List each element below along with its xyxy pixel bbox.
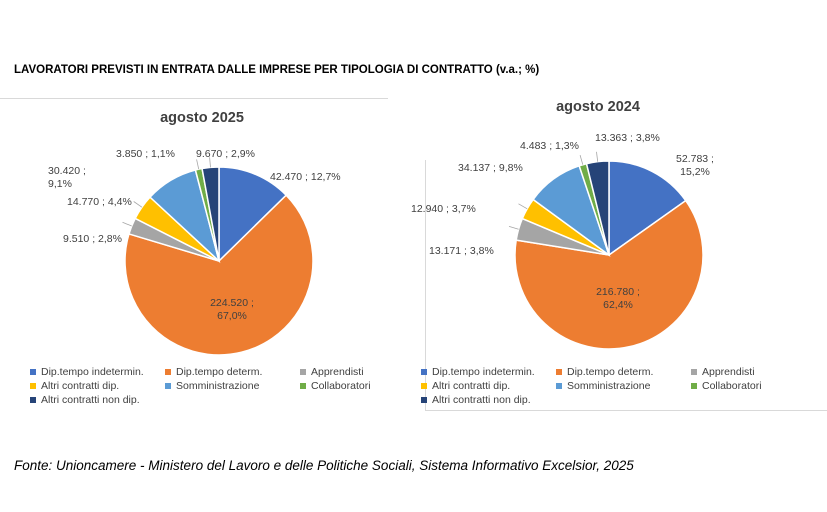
legend-label: Dip.tempo determ. <box>176 366 263 378</box>
legend-label: Apprendisti <box>311 366 364 378</box>
data-label-0-5: 3.850 ; 1,1% <box>116 148 175 160</box>
legend-swatch <box>300 383 306 389</box>
legend-item-0-6: Altri contratti non dip. <box>30 394 140 406</box>
legend-swatch <box>30 383 36 389</box>
legend-swatch <box>165 383 171 389</box>
legend-swatch <box>556 369 562 375</box>
leader-line-0-6 <box>209 157 211 168</box>
legend-label: Altri contratti dip. <box>41 380 120 392</box>
legend-item-0-3: Altri contratti dip. <box>30 380 119 392</box>
legend-swatch <box>300 369 306 375</box>
leader-line-1-5 <box>579 154 584 165</box>
pie-slice-0-1 <box>124 194 314 356</box>
legend-label: Somministrazione <box>176 380 260 392</box>
legend-item-1-4: Somministrazione <box>556 380 650 392</box>
legend-swatch <box>421 369 427 375</box>
legend-item-0-0: Dip.tempo indetermin. <box>30 366 144 378</box>
legend-swatch <box>691 369 697 375</box>
source-footnote: Fonte: Unioncamere - Ministero del Lavor… <box>14 458 634 473</box>
leader-line-1-6 <box>596 151 599 162</box>
right-left-divider <box>425 160 426 410</box>
right-bottom-divider <box>425 410 827 411</box>
data-label-0-4: 30.420 ; 9,1% <box>48 165 86 190</box>
pie-slice-0-0 <box>218 166 288 263</box>
data-label-1-4: 34.137 ; 9,8% <box>458 162 523 174</box>
data-label-1-6: 13.363 ; 3,8% <box>595 132 660 144</box>
data-label-1-2: 13.171 ; 3,8% <box>429 245 494 257</box>
chart-title-1: agosto 2024 <box>556 99 640 115</box>
data-label-1-5: 4.483 ; 1,3% <box>520 140 579 152</box>
legend-label: Dip.tempo determ. <box>567 366 654 378</box>
legend-swatch <box>421 397 427 403</box>
data-label-0-2: 9.510 ; 2,8% <box>63 233 122 245</box>
legend-label: Altri contratti non dip. <box>432 394 531 406</box>
legend-swatch <box>30 369 36 375</box>
leader-line-1-3 <box>518 203 528 210</box>
leader-line-0-3 <box>133 201 143 208</box>
legend-item-0-4: Somministrazione <box>165 380 259 392</box>
legend-swatch <box>421 383 427 389</box>
leader-line-1-2 <box>508 226 519 230</box>
legend-label: Altri contratti non dip. <box>41 394 140 406</box>
data-label-1-1: 216.780 ; 62,4% <box>596 286 640 311</box>
legend-item-1-5: Collaboratori <box>691 380 762 392</box>
legend-swatch <box>556 383 562 389</box>
legend-item-0-1: Dip.tempo determ. <box>165 366 262 378</box>
data-label-0-6: 9.670 ; 2,9% <box>196 148 255 160</box>
legend-swatch <box>30 397 36 403</box>
legend-item-0-5: Collaboratori <box>300 380 371 392</box>
legend-label: Altri contratti dip. <box>432 380 511 392</box>
data-label-0-1: 224.520 ; 67,0% <box>210 297 254 322</box>
legend-item-0-2: Apprendisti <box>300 366 364 378</box>
legend-item-1-1: Dip.tempo determ. <box>556 366 653 378</box>
legend-item-1-3: Altri contratti dip. <box>421 380 510 392</box>
data-label-0-3: 14.770 ; 4,4% <box>67 196 132 208</box>
leader-line-0-5 <box>196 159 200 170</box>
pie-slice-1-0 <box>608 160 687 257</box>
legend-swatch <box>165 369 171 375</box>
legend-label: Collaboratori <box>311 380 371 392</box>
left-top-divider <box>0 98 388 99</box>
data-label-1-0: 52.783 ; 15,2% <box>676 153 714 178</box>
legend-label: Somministrazione <box>567 380 651 392</box>
legend-swatch <box>691 383 697 389</box>
legend-label: Collaboratori <box>702 380 762 392</box>
legend-label: Apprendisti <box>702 366 755 378</box>
data-label-0-0: 42.470 ; 12,7% <box>270 171 341 183</box>
legend-label: Dip.tempo indetermin. <box>41 366 144 378</box>
data-label-1-3: 12.940 ; 3,7% <box>411 203 476 215</box>
page-title: LAVORATORI PREVISTI IN ENTRATA DALLE IMP… <box>14 64 540 76</box>
legend-item-1-0: Dip.tempo indetermin. <box>421 366 535 378</box>
legend-item-1-6: Altri contratti non dip. <box>421 394 531 406</box>
chart-title-0: agosto 2025 <box>160 110 244 126</box>
pie-slice-1-1 <box>514 199 704 350</box>
legend-item-1-2: Apprendisti <box>691 366 755 378</box>
legend-label: Dip.tempo indetermin. <box>432 366 535 378</box>
leader-line-0-2 <box>122 221 132 227</box>
